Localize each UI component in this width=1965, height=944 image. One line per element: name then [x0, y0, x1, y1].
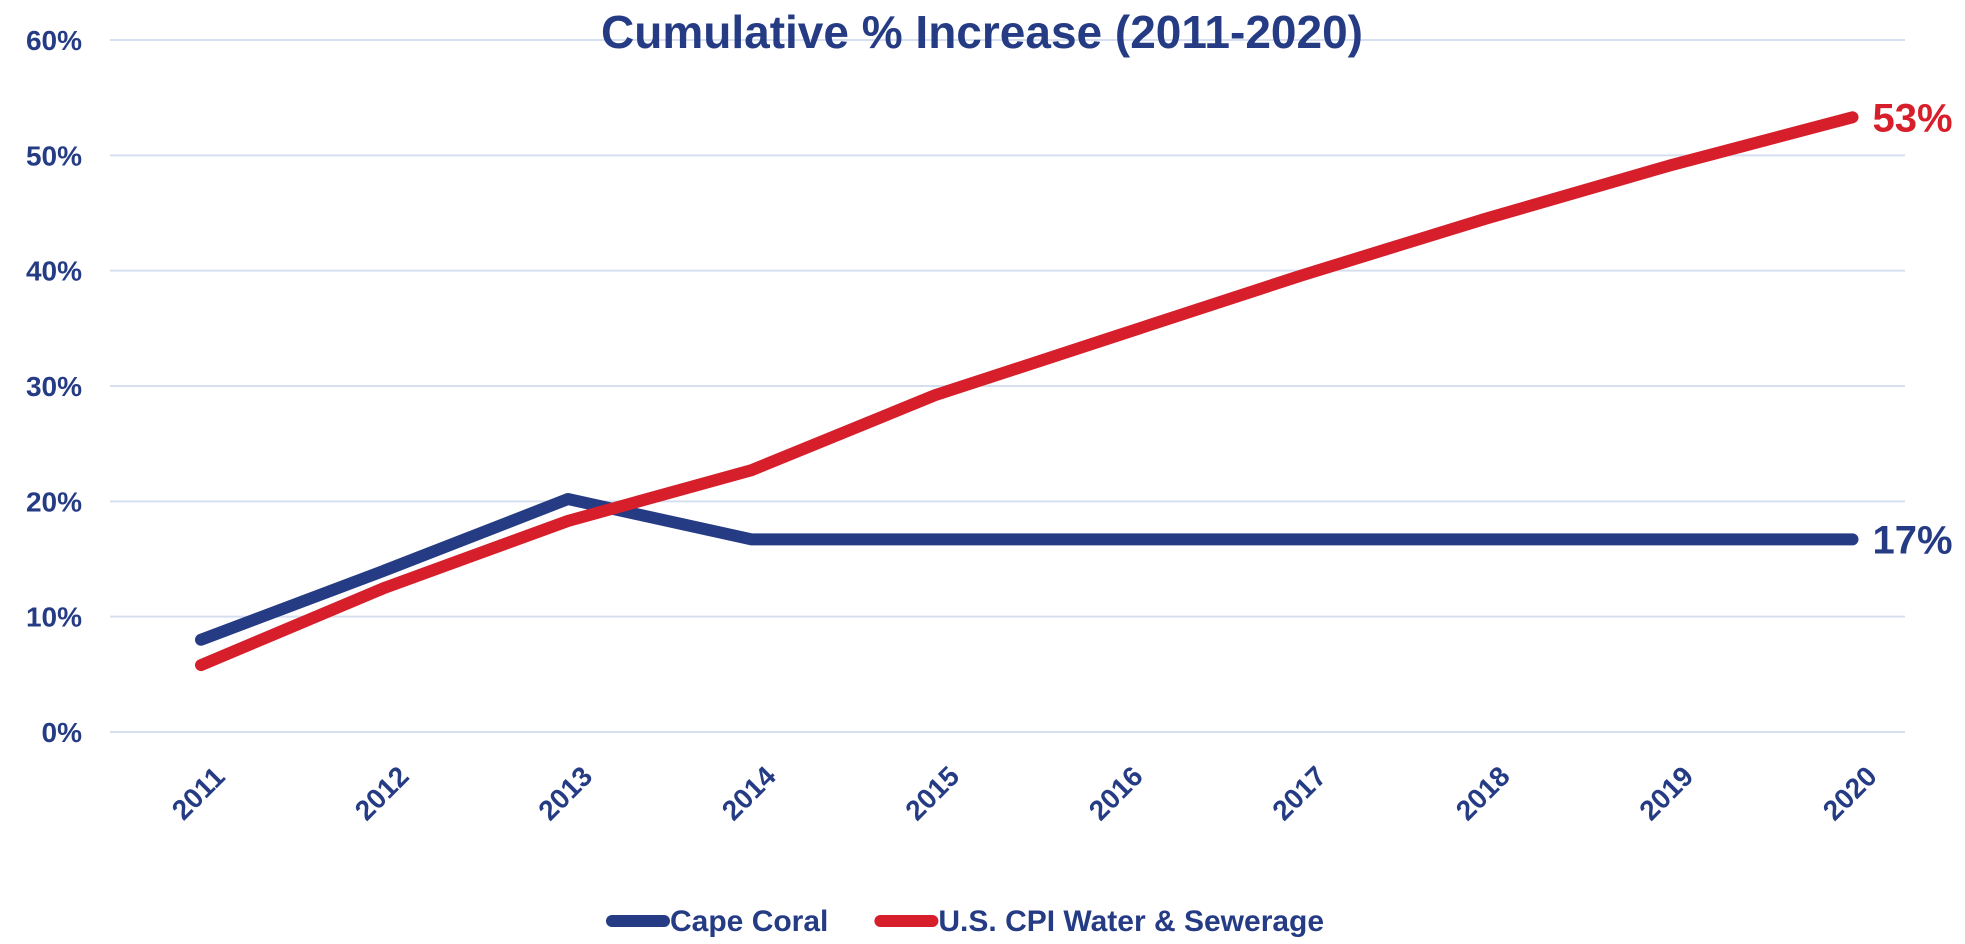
- y-axis: 0% 10% 20% 30% 40% 50% 60%: [26, 25, 82, 748]
- x-tick-label: 2013: [532, 760, 598, 826]
- chart-title: Cumulative % Increase (2011-2020): [601, 6, 1363, 58]
- x-tick-label: 2011: [166, 761, 231, 826]
- y-tick-label: 10%: [26, 602, 82, 633]
- x-tick-label: 2018: [1450, 760, 1516, 826]
- end-value-label: 17%: [1873, 518, 1953, 562]
- x-tick-label: 2017: [1266, 760, 1332, 826]
- legend-label: U.S. CPI Water & Sewerage: [938, 905, 1324, 938]
- x-tick-label: 2020: [1817, 760, 1883, 826]
- y-tick-label: 30%: [26, 371, 82, 402]
- x-axis: 2011 2012 2013 2014 2015 2016 2017 2018 2019 2020: [166, 760, 1883, 826]
- end-labels: 17% 53%: [1873, 96, 1953, 562]
- legend-label: Cape Coral: [670, 905, 828, 938]
- legend: Cape Coral U.S. CPI Water & Sewerage: [606, 905, 1324, 938]
- x-tick-label: 2015: [899, 760, 965, 826]
- x-tick-label: 2012: [349, 760, 415, 826]
- end-value-label: 53%: [1873, 96, 1953, 140]
- y-tick-label: 50%: [26, 140, 82, 171]
- series-line-2: [195, 111, 1859, 672]
- y-tick-label: 20%: [26, 486, 82, 517]
- y-tick-label: 60%: [26, 25, 82, 56]
- y-tick-label: 40%: [26, 256, 82, 287]
- y-tick-label: 0%: [42, 717, 83, 748]
- series-lines: [195, 111, 1859, 672]
- grid-lines: [110, 39, 1905, 733]
- x-tick-label: 2016: [1083, 760, 1149, 826]
- x-tick-label: 2019: [1633, 760, 1699, 826]
- x-tick-label: 2014: [716, 760, 782, 826]
- series-line-1: [195, 493, 1859, 646]
